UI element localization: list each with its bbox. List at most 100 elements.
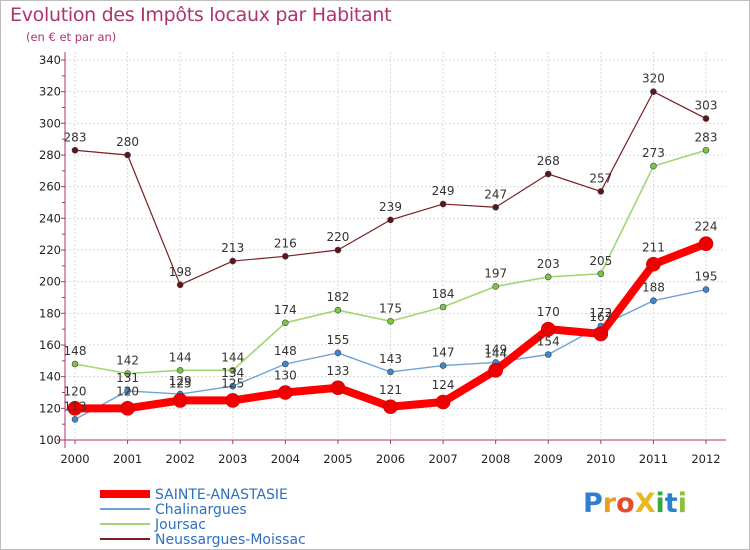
legend: SAINTE-ANASTASIEChalinarguesJoursacNeuss…: [100, 487, 306, 548]
data-point-sainte-anastasie: [540, 321, 556, 337]
data-point-joursac: [439, 303, 447, 311]
chart-title: Evolution des Impôts locaux par Habitant: [10, 4, 392, 26]
data-label-sainte-anastasie: 121: [379, 383, 402, 397]
data-point-joursac: [334, 306, 342, 314]
data-point-sainte-anastasie: [278, 385, 293, 400]
data-point-chalinargues: [650, 297, 657, 304]
x-tick-label: 2001: [113, 452, 142, 466]
data-point-sainte-anastasie: [67, 401, 83, 416]
data-point-neussargues-moissac: [124, 151, 131, 159]
data-label-sainte-anastasie: 133: [326, 364, 349, 378]
data-label-neussargues-moissac: 213: [221, 241, 244, 255]
data-point-neussargues-moissac: [544, 170, 552, 178]
data-label-joursac: 273: [642, 146, 665, 160]
data-point-chalinargues: [124, 387, 131, 395]
data-label-sainte-anastasie: 211: [642, 240, 665, 254]
legend-label-sainte-anastasie: SAINTE-ANASTASIE: [155, 487, 288, 503]
data-label-neussargues-moissac: 320: [642, 72, 665, 86]
data-point-sainte-anastasie: [383, 399, 398, 415]
proxiti-logo: ProXiti: [583, 488, 687, 519]
data-label-sainte-anastasie: 120: [116, 384, 139, 398]
y-tick-label: 220: [39, 243, 61, 257]
data-label-neussargues-moissac: 257: [589, 171, 612, 185]
data-point-neussargues-moissac: [439, 200, 447, 208]
y-tick-label: 200: [39, 275, 61, 289]
data-label-joursac: 203: [537, 257, 560, 271]
data-point-neussargues-moissac: [650, 88, 657, 95]
logo-letter: o: [616, 488, 635, 519]
data-label-neussargues-moissac: 247: [484, 187, 507, 201]
data-point-neussargues-moissac: [334, 246, 342, 254]
data-label-joursac: 144: [221, 350, 244, 364]
data-label-neussargues-moissac: 216: [274, 236, 297, 250]
data-point-joursac: [176, 367, 184, 374]
data-point-neussargues-moissac: [387, 216, 394, 224]
logo-letter: X: [634, 488, 656, 519]
data-point-sainte-anastasie: [646, 256, 661, 272]
logo-letter: i: [655, 488, 665, 519]
y-tick-label: 120: [39, 401, 61, 415]
data-point-joursac: [702, 146, 710, 154]
data-label-chalinargues: 148: [274, 344, 297, 358]
series: [67, 88, 714, 423]
y-tick-label: 340: [39, 53, 61, 67]
y-tick-label: 140: [39, 370, 61, 384]
data-point-chalinargues: [71, 416, 79, 423]
data-point-neussargues-moissac: [702, 115, 710, 122]
y-tick-label: 300: [39, 116, 61, 130]
x-tick-label: 2004: [271, 452, 300, 466]
data-label-sainte-anastasie: 124: [432, 378, 455, 392]
data-point-chalinargues: [439, 362, 447, 369]
y-tick-label: 100: [39, 433, 61, 447]
data-label-joursac: 142: [116, 354, 139, 368]
data-point-sainte-anastasie: [120, 401, 135, 416]
data-label-joursac: 184: [432, 287, 455, 301]
data-point-sainte-anastasie: [225, 393, 241, 408]
data-label-joursac: 205: [589, 254, 612, 268]
x-tick-label: 2008: [481, 452, 510, 466]
data-label-joursac: 283: [695, 130, 718, 144]
legend-label-neussargues-moissac: Neussargues-Moissac: [155, 532, 306, 548]
data-label-neussargues-moissac: 220: [326, 230, 349, 244]
data-label-chalinargues: 129: [169, 374, 192, 388]
data-point-neussargues-moissac: [229, 257, 237, 265]
data-point-sainte-anastasie: [593, 326, 609, 342]
logo-letter: t: [664, 488, 678, 519]
data-label-joursac: 148: [64, 344, 87, 358]
logo-letter: P: [583, 488, 603, 519]
data-point-chalinargues: [544, 351, 552, 358]
x-tick-label: 2002: [166, 452, 195, 466]
data-label-joursac: 175: [379, 301, 402, 315]
data-label-sainte-anastasie: 167: [589, 310, 612, 324]
data-label-sainte-anastasie: 120: [64, 384, 87, 398]
data-label-sainte-anastasie: 170: [537, 305, 560, 319]
x-tick-label: 2006: [376, 452, 405, 466]
data-point-joursac: [71, 360, 79, 368]
x-tick-label: 2011: [639, 452, 668, 466]
data-label-sainte-anastasie: 125: [169, 376, 192, 390]
data-label-neussargues-moissac: 198: [169, 265, 192, 279]
data-label-sainte-anastasie: 130: [274, 369, 297, 383]
x-tick-label: 2005: [323, 452, 352, 466]
y-tick-label: 160: [39, 338, 61, 352]
data-point-sainte-anastasie: [435, 394, 451, 410]
data-point-sainte-anastasie: [172, 393, 188, 408]
chart-subtitle: (en € et par an): [26, 30, 117, 44]
data-label-chalinargues: 143: [379, 352, 402, 366]
x-tick-label: 2007: [428, 452, 457, 466]
data-label-neussargues-moissac: 239: [379, 200, 402, 214]
data-label-sainte-anastasie: 144: [484, 346, 507, 360]
data-point-joursac: [282, 319, 289, 327]
legend-label-chalinargues: Chalinargues: [155, 502, 247, 518]
data-label-chalinargues: 188: [642, 281, 665, 295]
y-tick-label: 240: [39, 211, 61, 225]
data-point-neussargues-moissac: [282, 253, 289, 260]
data-point-neussargues-moissac: [71, 146, 79, 154]
data-label-joursac: 182: [326, 290, 349, 304]
data-labels: 283 280 198 213 216 220 239 249 247 268 257 320 303 1…: [64, 72, 718, 414]
data-point-neussargues-moissac: [492, 203, 499, 211]
data-point-sainte-anastasie: [488, 363, 503, 378]
data-point-chalinargues: [387, 368, 394, 376]
data-label-chalinargues: 134: [221, 366, 244, 380]
data-label-chalinargues: 172: [589, 306, 612, 320]
